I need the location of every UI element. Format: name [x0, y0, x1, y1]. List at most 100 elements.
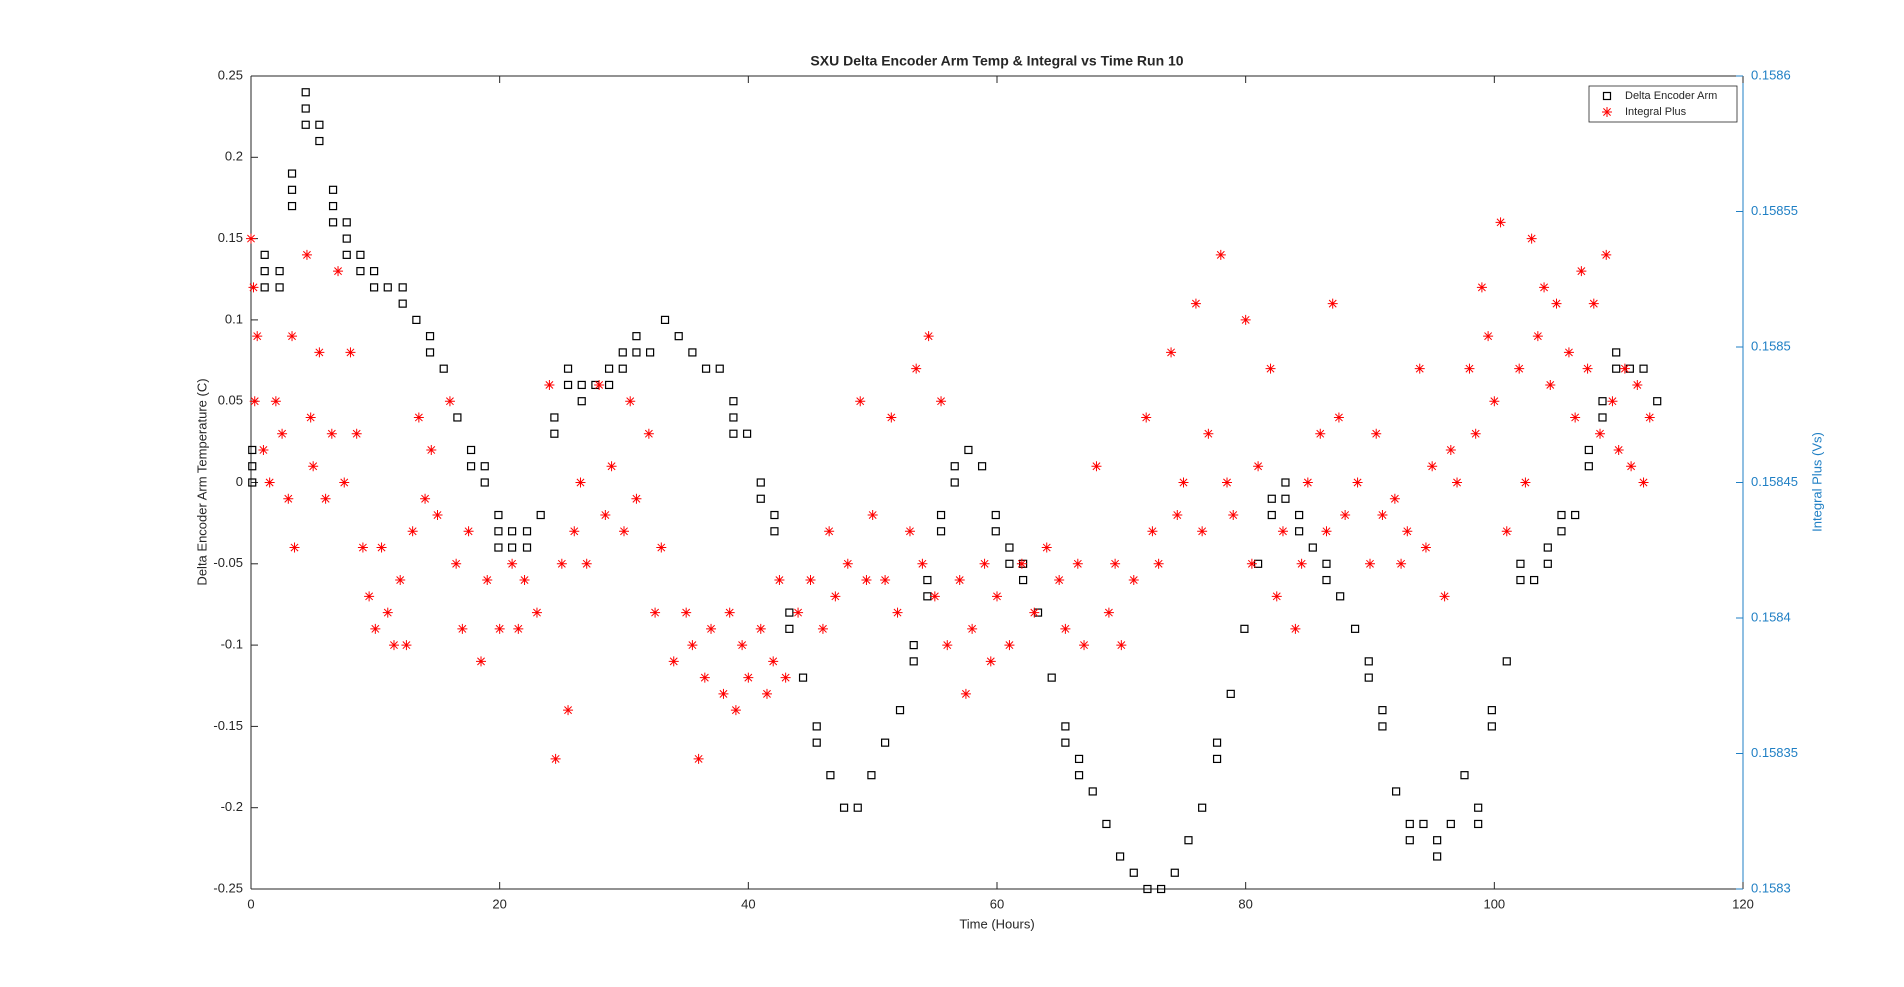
asterisk-marker [531, 607, 542, 618]
asterisk-marker [326, 428, 337, 439]
square-marker [563, 380, 573, 390]
asterisk-marker [1215, 249, 1226, 260]
square-marker [701, 364, 711, 373]
square-marker [1281, 478, 1290, 487]
asterisk-marker [911, 363, 922, 374]
asterisk-marker [1619, 363, 1630, 374]
asterisk-marker [743, 672, 754, 683]
square-marker [1336, 592, 1345, 601]
square-marker [770, 510, 779, 520]
asterisk-marker [376, 542, 387, 553]
asterisk-marker [248, 282, 259, 293]
asterisk-marker [249, 396, 260, 407]
x-tick-label: 0 [247, 896, 254, 911]
asterisk-marker [264, 477, 275, 488]
square-marker [812, 738, 821, 747]
y-tick-label: -0.25 [213, 880, 243, 895]
square-marker [950, 478, 959, 487]
asterisk-marker [1172, 510, 1183, 521]
y2-tick-label: 0.1583 [1751, 880, 1791, 895]
asterisk-marker [1110, 558, 1121, 569]
square-marker [1474, 819, 1483, 829]
asterisk-marker [563, 705, 574, 716]
square-marker [453, 413, 462, 422]
square-marker [729, 413, 738, 422]
square-marker [853, 803, 862, 812]
square-marker [1074, 754, 1084, 764]
asterisk-marker [1166, 347, 1177, 358]
asterisk-marker [305, 412, 316, 423]
asterisk-marker [301, 249, 312, 260]
asterisk-marker [929, 591, 940, 602]
asterisk-marker [625, 396, 636, 407]
asterisk-marker [1222, 477, 1233, 488]
square-marker [632, 348, 641, 357]
square-marker [1129, 868, 1138, 877]
asterisk-marker [345, 347, 356, 358]
asterisk-marker [444, 396, 455, 407]
asterisk-marker [1427, 461, 1438, 472]
asterisk-marker [457, 623, 468, 634]
legend-box [1588, 85, 1738, 123]
square-marker [1170, 868, 1179, 877]
square-marker [1584, 445, 1593, 455]
asterisk-marker [550, 753, 561, 764]
asterisk-marker [388, 640, 399, 651]
asterisk-marker [544, 379, 555, 390]
square-marker [1584, 462, 1593, 471]
square-marker [895, 706, 905, 715]
asterisk-marker [407, 526, 418, 537]
asterisk-marker [1389, 493, 1400, 504]
y-axis-label: Delta Encoder Arm Temperature (C) [194, 378, 209, 585]
asterisk-marker [643, 428, 654, 439]
asterisk-marker [581, 558, 592, 569]
square-marker [1212, 738, 1222, 747]
square-marker [248, 478, 257, 487]
square-marker [301, 104, 310, 113]
square-marker [1487, 706, 1496, 715]
asterisk-marker [1203, 428, 1214, 439]
square-marker [1281, 494, 1290, 503]
asterisk-marker [451, 558, 462, 569]
square-marker [1557, 510, 1566, 520]
x-tick-label: 40 [741, 896, 755, 911]
square-marker [604, 364, 614, 373]
square-marker [1267, 510, 1276, 520]
y-tick-label: -0.05 [213, 555, 243, 570]
asterisk-marker [600, 510, 611, 521]
square-marker [756, 478, 765, 487]
asterisk-marker [314, 347, 325, 358]
asterisk-marker [1601, 249, 1612, 260]
asterisk-marker [333, 266, 344, 277]
y2-tick-label: 0.1586 [1751, 67, 1791, 82]
asterisk-marker [1271, 591, 1282, 602]
asterisk-marker [1352, 477, 1363, 488]
square-marker [950, 462, 959, 471]
square-marker [550, 413, 559, 422]
square-marker [342, 250, 351, 259]
asterisk-marker [1290, 623, 1301, 634]
y-tick-label: -0.1 [221, 637, 243, 652]
asterisk-marker [320, 493, 331, 504]
square-marker [1392, 787, 1401, 796]
square-marker [867, 771, 876, 780]
asterisk-marker [1340, 510, 1351, 521]
asterisk-marker [1315, 428, 1326, 439]
square-marker [618, 364, 627, 373]
asterisk-marker [287, 331, 298, 342]
asterisk-marker [1439, 591, 1450, 602]
asterisk-marker [774, 575, 785, 586]
legend: Delta Encoder Arm Integral Plus [1588, 85, 1738, 123]
square-marker [1005, 559, 1014, 568]
asterisk-marker [339, 477, 350, 488]
square-marker [909, 657, 918, 666]
x-axis-label: Time (Hours) [959, 916, 1034, 931]
asterisk-marker [1588, 298, 1599, 309]
square-marker [1419, 819, 1428, 829]
asterisk-marker [718, 688, 729, 699]
asterisk-marker [357, 542, 368, 553]
asterisk-marker [842, 558, 853, 569]
square-marker [494, 510, 503, 520]
asterisk-marker [1333, 412, 1344, 423]
